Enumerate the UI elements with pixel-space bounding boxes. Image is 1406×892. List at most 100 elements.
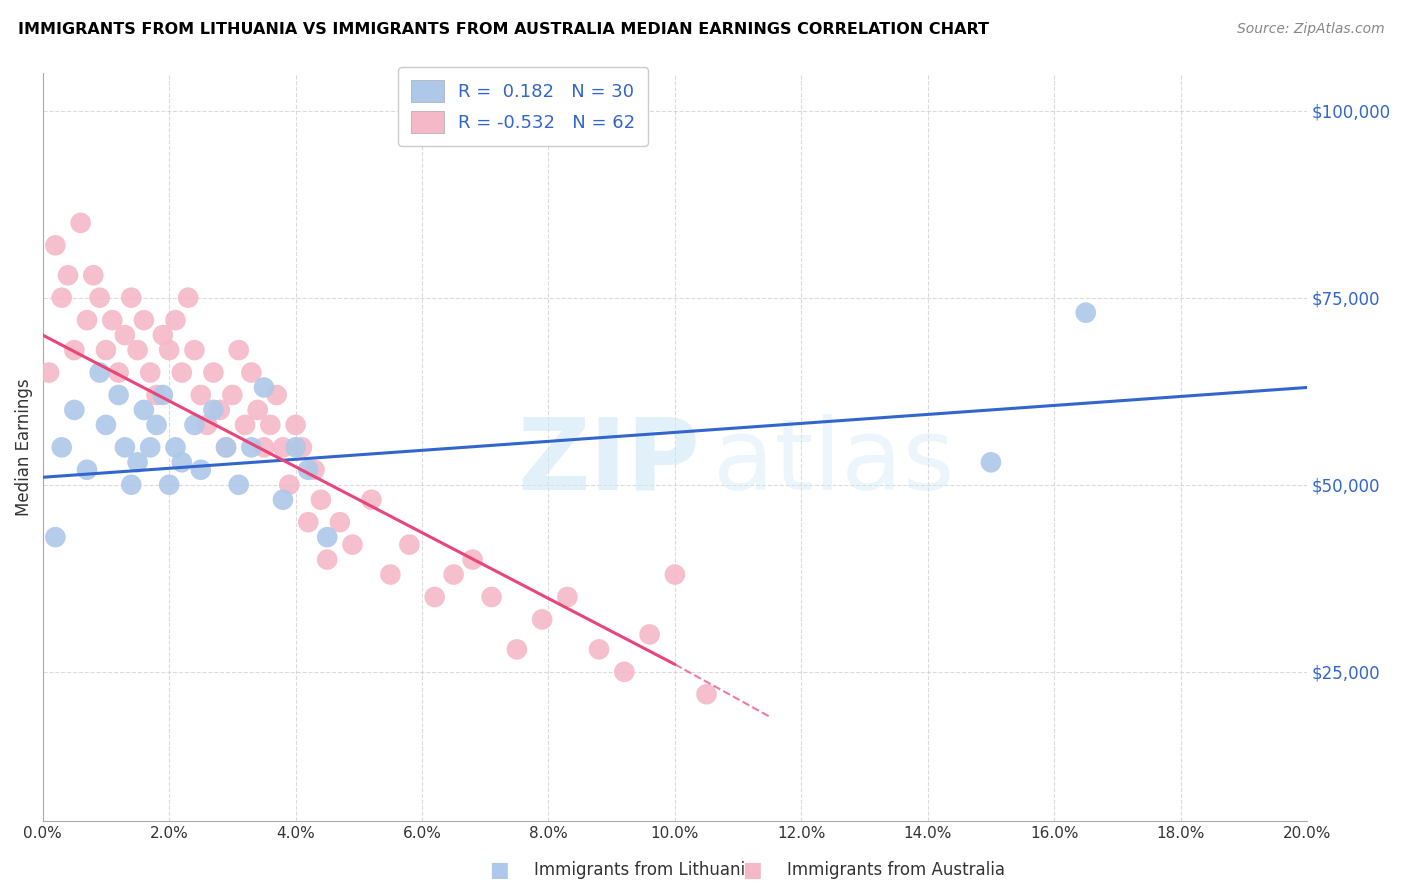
Point: [139, 366, 162, 380]
Point: [304, 463, 326, 477]
Point: [588, 642, 610, 657]
Point: [316, 530, 339, 544]
Point: [170, 366, 193, 380]
Point: [423, 590, 446, 604]
Point: [215, 441, 238, 455]
Point: [291, 441, 314, 455]
Point: [240, 366, 263, 380]
Point: [127, 455, 149, 469]
Point: [132, 313, 155, 327]
Point: [208, 403, 231, 417]
Point: [461, 552, 484, 566]
Point: [177, 291, 200, 305]
Point: [228, 343, 250, 357]
Point: [202, 366, 225, 380]
Point: [443, 567, 465, 582]
Point: [215, 441, 238, 455]
Point: [284, 441, 307, 455]
Point: [638, 627, 661, 641]
Legend: R =  0.182   N = 30, R = -0.532   N = 62: R = 0.182 N = 30, R = -0.532 N = 62: [398, 67, 648, 145]
Text: Immigrants from Australia: Immigrants from Australia: [787, 861, 1005, 879]
Point: [190, 463, 212, 477]
Point: [190, 388, 212, 402]
Point: [152, 328, 174, 343]
Point: [266, 388, 288, 402]
Point: [76, 313, 98, 327]
Point: [89, 291, 111, 305]
Point: [202, 403, 225, 417]
Point: [233, 417, 256, 432]
Point: [107, 388, 129, 402]
Point: [613, 665, 636, 679]
Text: ■: ■: [489, 860, 509, 880]
Point: [246, 403, 269, 417]
Point: [157, 477, 180, 491]
Point: [360, 492, 382, 507]
Point: [980, 455, 1002, 469]
Point: [240, 441, 263, 455]
Point: [284, 417, 307, 432]
Point: [51, 291, 73, 305]
Point: [297, 515, 319, 529]
Point: [183, 343, 205, 357]
Point: [101, 313, 124, 327]
Text: atlas: atlas: [713, 414, 955, 511]
Y-axis label: Median Earnings: Median Earnings: [15, 378, 32, 516]
Point: [63, 343, 86, 357]
Point: [94, 417, 117, 432]
Point: [152, 388, 174, 402]
Text: ■: ■: [742, 860, 762, 880]
Text: Immigrants from Lithuania: Immigrants from Lithuania: [534, 861, 755, 879]
Text: IMMIGRANTS FROM LITHUANIA VS IMMIGRANTS FROM AUSTRALIA MEDIAN EARNINGS CORRELATI: IMMIGRANTS FROM LITHUANIA VS IMMIGRANTS …: [18, 22, 990, 37]
Point: [271, 441, 294, 455]
Point: [380, 567, 402, 582]
Point: [157, 343, 180, 357]
Point: [221, 388, 243, 402]
Point: [69, 216, 91, 230]
Point: [165, 441, 187, 455]
Point: [253, 380, 276, 394]
Point: [557, 590, 579, 604]
Point: [195, 417, 218, 432]
Point: [63, 403, 86, 417]
Point: [695, 687, 717, 701]
Point: [165, 313, 187, 327]
Text: ZIP: ZIP: [517, 414, 700, 511]
Point: [259, 417, 281, 432]
Point: [145, 388, 167, 402]
Point: [506, 642, 529, 657]
Point: [56, 268, 79, 283]
Point: [278, 477, 301, 491]
Point: [170, 455, 193, 469]
Point: [76, 463, 98, 477]
Point: [132, 403, 155, 417]
Point: [481, 590, 503, 604]
Point: [120, 477, 142, 491]
Point: [82, 268, 104, 283]
Point: [44, 530, 66, 544]
Point: [183, 417, 205, 432]
Point: [342, 538, 364, 552]
Point: [94, 343, 117, 357]
Point: [531, 612, 554, 626]
Point: [309, 492, 332, 507]
Point: [44, 238, 66, 252]
Point: [127, 343, 149, 357]
Point: [398, 538, 420, 552]
Point: [89, 366, 111, 380]
Point: [228, 477, 250, 491]
Point: [139, 441, 162, 455]
Point: [51, 441, 73, 455]
Point: [664, 567, 686, 582]
Point: [120, 291, 142, 305]
Point: [1074, 306, 1097, 320]
Text: Source: ZipAtlas.com: Source: ZipAtlas.com: [1237, 22, 1385, 37]
Point: [107, 366, 129, 380]
Point: [271, 492, 294, 507]
Point: [38, 366, 60, 380]
Point: [297, 463, 319, 477]
Point: [316, 552, 339, 566]
Point: [329, 515, 352, 529]
Point: [253, 441, 276, 455]
Point: [145, 417, 167, 432]
